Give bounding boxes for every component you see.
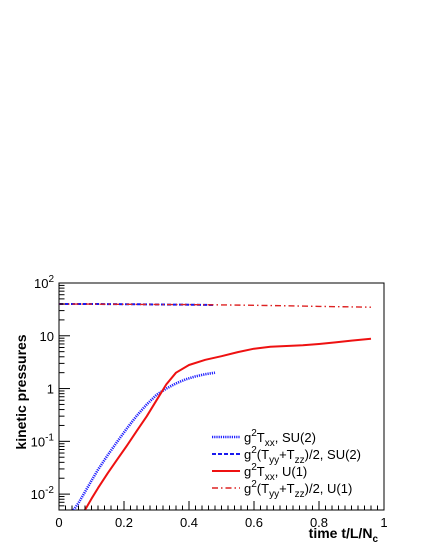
legend-label-part: g [244,430,251,445]
x-tick-label: 0.6 [245,515,263,530]
legend-label-part: )/2, SU(2) [305,447,361,462]
y-axis-title: kinetic pressures [13,334,29,449]
legend-label-part: , SU(2) [275,430,316,445]
legend-label-part: 2 [251,479,257,490]
y-tick-label-exponent: 2 [48,274,54,285]
legend-label-part: +T [279,447,295,462]
x-tick-label: 0 [55,515,62,530]
legend-label-part: +T [279,481,295,496]
legend-label-4: g2(Tyy+Tzz)/2, U(1) [244,479,352,500]
series-line-1 [72,371,216,510]
y-tick-label-base: 10 [31,434,45,449]
legend-label-part: 2 [251,462,257,473]
y-tick-label-base: 10 [34,276,48,291]
series-layer [59,303,372,510]
legend-label-part: zz [295,489,305,500]
y-tick-label: 10-1 [31,432,55,449]
series-line-4 [59,303,372,308]
legend-label-part: (T [257,447,269,462]
y-tick-label: 10-2 [31,485,55,502]
y-tick-label-base: 10 [31,487,45,502]
y-tick-label: 10 [40,329,54,344]
y-tick-label-exponent: -1 [45,432,54,443]
x-axis-title-main: time t/L/N [309,525,373,541]
legend-label-part: g [244,447,251,462]
legend-label-part: yy [269,489,279,500]
legend-label-part: xx [265,438,275,449]
legend-label-part: xx [265,472,275,483]
legend-label-1: g2Txx, SU(2) [244,428,316,449]
legend-label-part: g [244,464,251,479]
legend-label-part: zz [295,455,305,466]
x-tick-label: 0.4 [180,515,198,530]
x-tick-label: 0.8 [310,515,328,530]
y-tick-label-base: 10 [40,329,54,344]
y-tick-label-base: 1 [47,382,54,397]
legend-label-2: g2(Tyy+Tzz)/2, SU(2) [244,445,361,466]
legend-label-part: yy [269,455,279,466]
x-axis-title-sub: c [372,534,378,545]
y-tick-label: 102 [34,274,54,291]
series-line-3 [84,337,372,510]
x-tick-label: 0.2 [115,515,133,530]
x-axis-title: time t/L/Nc [309,525,379,545]
x-tick-label: 1 [380,515,387,530]
y-tick-label-exponent: -2 [45,485,54,496]
legend-label-part: (T [257,481,269,496]
y-tick-label: 1 [47,382,54,397]
legend: g2Txx, SU(2)g2(Tyy+Tzz)/2, SU(2)g2Txx, U… [212,428,361,500]
legend-label-part: T [257,464,265,479]
legend-label-3: g2Txx, U(1) [244,462,307,483]
legend-label-part: g [244,481,251,496]
legend-label-part: 2 [251,445,257,456]
legend-label-part: , U(1) [275,464,308,479]
legend-label-part: 2 [251,428,257,439]
legend-label-part: )/2, U(1) [305,481,353,496]
plot-frame [58,282,385,511]
legend-label-part: T [257,430,265,445]
